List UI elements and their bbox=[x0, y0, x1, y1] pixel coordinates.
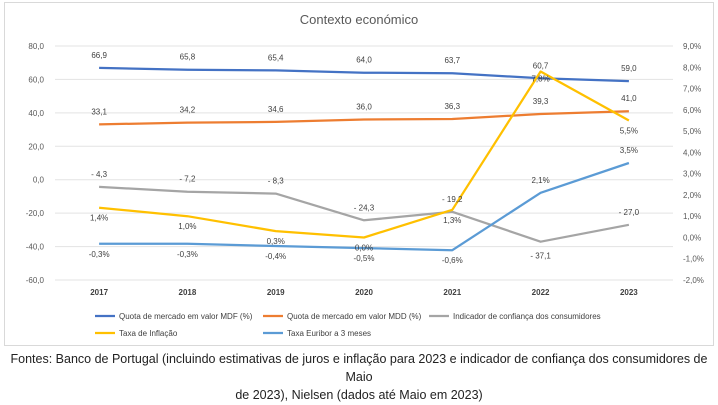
caption-line-2: de 2023), Nielsen (dados até Maio em 202… bbox=[235, 388, 483, 402]
x-tick-label: 2017 bbox=[90, 288, 108, 297]
y-right-tick-label: -1,0% bbox=[683, 255, 704, 264]
data-label: - 27,0 bbox=[619, 208, 640, 217]
data-label: - 19,2 bbox=[442, 195, 463, 204]
data-label: 5,5% bbox=[620, 126, 638, 135]
y-right-tick-label: 8,0% bbox=[683, 63, 701, 72]
data-label: 3,5% bbox=[620, 146, 638, 155]
y-right-tick-label: -2,0% bbox=[683, 276, 704, 285]
data-label: 65,4 bbox=[268, 53, 284, 62]
y-left-tick-label: 60,0 bbox=[28, 75, 44, 84]
data-label: -0,3% bbox=[177, 250, 198, 259]
data-label: 2,1% bbox=[531, 176, 549, 185]
line-chart: Contexto económico 80,0 60,0 40,0 20,0 0,0 -20… bbox=[26, 12, 704, 338]
legend-label: Quota de mercado em valor MDD (%) bbox=[287, 312, 422, 321]
y-right-tick-label: 4,0% bbox=[683, 148, 701, 157]
y-right-tick-label: 1,0% bbox=[683, 212, 701, 221]
data-label: 64,0 bbox=[356, 56, 372, 65]
series-line-5 bbox=[99, 161, 630, 252]
data-label: 60,7 bbox=[533, 61, 549, 70]
x-tick-label: 2018 bbox=[179, 288, 197, 297]
data-label: 34,2 bbox=[180, 106, 196, 115]
data-label: - 24,3 bbox=[354, 203, 375, 212]
y-right-tick-label: 2,0% bbox=[683, 191, 701, 200]
data-label: 0,0% bbox=[355, 243, 373, 252]
x-tick-label: 2019 bbox=[267, 288, 285, 297]
y-right-tick-label: 0,0% bbox=[683, 233, 701, 242]
data-label: 36,3 bbox=[444, 102, 460, 111]
y-right-tick-label: 5,0% bbox=[683, 127, 701, 136]
data-label: - 8,3 bbox=[268, 177, 285, 186]
chart-title: Contexto económico bbox=[300, 12, 419, 27]
legend-label: Indicador de confiança dos consumidores bbox=[453, 312, 601, 321]
legend-label: Taxa Euribor a 3 meses bbox=[287, 329, 371, 338]
data-label: 1,4% bbox=[90, 214, 108, 223]
y-right-tick-label: 7,0% bbox=[683, 85, 701, 94]
data-label: 41,0 bbox=[621, 94, 637, 103]
x-tick-label: 2022 bbox=[532, 288, 550, 297]
data-label: 34,6 bbox=[268, 105, 284, 114]
data-label: -0,5% bbox=[354, 254, 375, 263]
chart-frame: Contexto económico 80,0 60,0 40,0 20,0 0,0 -20… bbox=[4, 2, 714, 346]
data-label: -0,3% bbox=[89, 250, 110, 259]
y-left-tick-label: 40,0 bbox=[28, 109, 44, 118]
series-line-4 bbox=[98, 70, 630, 239]
data-label: 33,1 bbox=[91, 107, 107, 116]
data-label: - 7,2 bbox=[179, 175, 196, 184]
caption-line-1: Fontes: Banco de Portugal (incluindo est… bbox=[10, 352, 708, 384]
data-label: 1,0% bbox=[178, 222, 196, 231]
data-label: 39,3 bbox=[533, 97, 549, 106]
y-left-tick-label: 20,0 bbox=[28, 142, 44, 151]
y-left-tick-label: -40,0 bbox=[26, 243, 45, 252]
y-left-tick-label: -20,0 bbox=[26, 209, 45, 218]
legend-label: Taxa de Inflação bbox=[119, 329, 178, 338]
y-right-tick-label: 9,0% bbox=[683, 42, 701, 51]
series-line-1 bbox=[99, 66, 629, 83]
y-left-tick-label: 0,0 bbox=[33, 176, 45, 185]
legend-label: Quota de mercado em valor MDF (%) bbox=[119, 312, 253, 321]
y-left-tick-label: -60,0 bbox=[26, 276, 45, 285]
data-label: 7,8% bbox=[531, 75, 549, 84]
series-line-3 bbox=[99, 185, 630, 243]
data-label: 66,9 bbox=[91, 51, 107, 60]
data-label: -0,4% bbox=[265, 252, 286, 261]
source-caption: Fontes: Banco de Portugal (incluindo est… bbox=[0, 350, 718, 404]
y-right-tick-label: 6,0% bbox=[683, 106, 701, 115]
data-label: 65,8 bbox=[180, 53, 196, 62]
data-label: 59,0 bbox=[621, 64, 637, 73]
data-label: -0,6% bbox=[442, 256, 463, 265]
data-label: - 4,3 bbox=[91, 170, 108, 179]
data-label: - 37,1 bbox=[530, 252, 551, 261]
data-label: 36,0 bbox=[356, 103, 372, 112]
data-label: 1,3% bbox=[443, 216, 461, 225]
series-line-2 bbox=[99, 110, 629, 126]
data-label: 63,7 bbox=[444, 56, 460, 65]
y-right-tick-label: 3,0% bbox=[683, 170, 701, 179]
x-tick-label: 2023 bbox=[620, 288, 638, 297]
data-label: 0,3% bbox=[267, 237, 285, 246]
y-left-tick-label: 80,0 bbox=[28, 42, 44, 51]
x-tick-label: 2021 bbox=[443, 288, 461, 297]
x-tick-label: 2020 bbox=[355, 288, 373, 297]
